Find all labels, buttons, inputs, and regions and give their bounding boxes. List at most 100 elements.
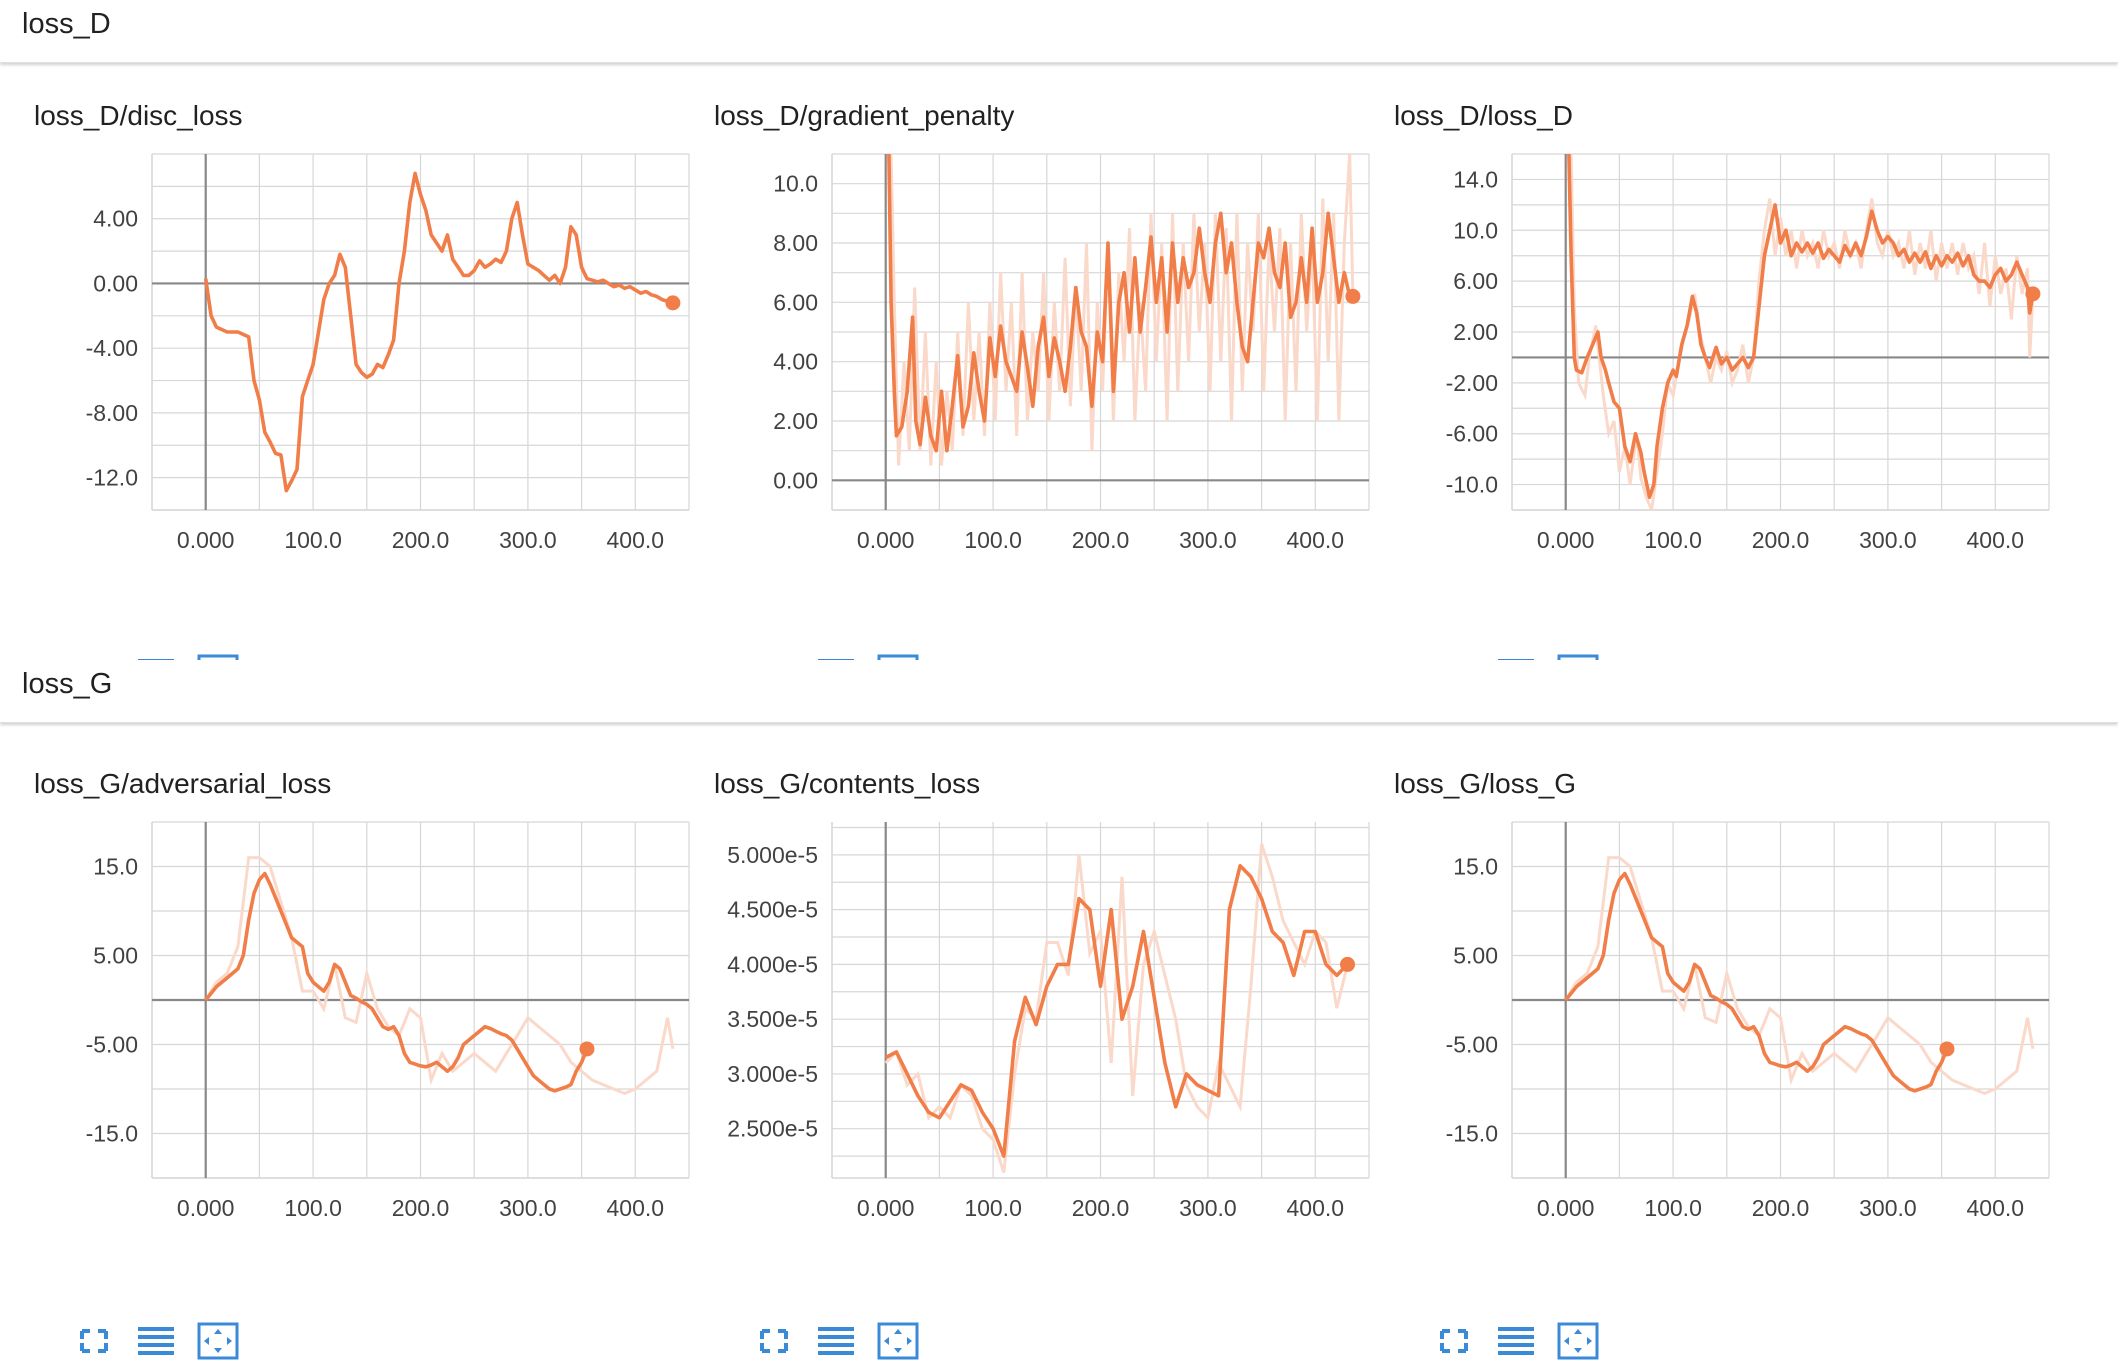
x-tick-label: 100.0 xyxy=(284,1195,342,1221)
last-point-marker xyxy=(1939,1041,1955,1057)
group-title: loss_G xyxy=(22,668,113,700)
raw-series-line xyxy=(884,843,1349,1173)
x-tick-label: 400.0 xyxy=(1967,1195,2025,1221)
line-chart[interactable]: 10.0 8.00 6.00 4.00 2.00 0.00 0.000 100.0 200.0 3… xyxy=(702,140,1402,580)
data-selection-icon[interactable] xyxy=(814,1321,858,1361)
x-tick-label: 400.0 xyxy=(1967,527,2025,553)
y-tick-label: -8.00 xyxy=(86,400,138,426)
y-tick-label: 4.500e-5 xyxy=(727,897,818,923)
last-point-marker xyxy=(665,295,681,311)
x-tick-label: 100.0 xyxy=(964,527,1022,553)
data-selection-icon[interactable] xyxy=(1494,1321,1538,1361)
y-tick-label: -10.0 xyxy=(1446,472,1498,498)
line-chart[interactable]: 15.0 5.00 -5.00 -15.0 0.000 100.0 200.0 300.0 40… xyxy=(1382,808,2082,1248)
x-tick-label: 200.0 xyxy=(1072,1195,1130,1221)
y-tick-label: 0.00 xyxy=(93,270,138,296)
chart-title: loss_G/contents_loss xyxy=(714,768,981,799)
smoothed-series-line xyxy=(1564,871,1949,1093)
y-tick-label: -12.0 xyxy=(86,465,138,491)
group-header-loss-d[interactable]: loss_D xyxy=(0,0,2118,63)
smoothed-series-line xyxy=(204,871,589,1093)
x-tick-label: 200.0 xyxy=(392,1195,450,1221)
last-point-marker xyxy=(1345,288,1361,304)
y-tick-label: 2.00 xyxy=(1453,319,1498,345)
x-tick-label: 300.0 xyxy=(1859,1195,1917,1221)
x-tick-label: 400.0 xyxy=(607,1195,665,1221)
fit-domain-icon[interactable] xyxy=(876,1321,920,1361)
x-tick-label: 200.0 xyxy=(1752,1195,1810,1221)
last-point-marker xyxy=(2025,286,2041,302)
last-point-marker xyxy=(1340,956,1356,972)
chart-card: loss_D/disc_loss 4.00 0.00 -4.00 -8.00 -12.0 0… xyxy=(22,100,690,700)
x-tick-label: 200.0 xyxy=(1072,527,1130,553)
expand-icon[interactable] xyxy=(1432,1321,1476,1361)
last-point-marker xyxy=(579,1041,595,1057)
line-chart[interactable]: 5.000e-5 4.500e-5 4.000e-5 3.500e-5 3.000e-5… xyxy=(702,808,1402,1248)
y-tick-label: 5.000e-5 xyxy=(727,842,818,868)
smoothed-series-line xyxy=(1567,154,2035,500)
x-tick-label: 300.0 xyxy=(1179,527,1237,553)
y-tick-label: 15.0 xyxy=(93,854,138,880)
raw-series-line xyxy=(204,856,675,1096)
x-tick-label: 100.0 xyxy=(284,527,342,553)
chart-card: loss_D/loss_D 14.0 10.0 6.00 2.00 -2.00 -6.00 -… xyxy=(1382,100,2050,700)
x-tick-label: 300.0 xyxy=(499,1195,557,1221)
y-tick-label: 3.500e-5 xyxy=(727,1006,818,1032)
x-tick-label: 100.0 xyxy=(1644,1195,1702,1221)
y-tick-label: 8.00 xyxy=(773,230,818,256)
y-tick-label: 2.500e-5 xyxy=(727,1116,818,1142)
y-tick-label: 4.000e-5 xyxy=(727,951,818,977)
x-tick-label: 200.0 xyxy=(1752,527,1810,553)
x-tick-label: 0.000 xyxy=(857,527,915,553)
smoothed-series-line xyxy=(887,154,1353,453)
line-chart[interactable]: 15.0 5.00 -5.00 -15.0 0.000 100.0 200.0 300.0 40… xyxy=(22,808,722,1248)
x-tick-label: 0.000 xyxy=(177,527,235,553)
chart-card: loss_D/gradient_penalty 10.0 8.00 6.00 4.00 2… xyxy=(702,100,1370,700)
x-tick-label: 0.000 xyxy=(857,1195,915,1221)
y-tick-label: 5.00 xyxy=(1453,943,1498,969)
x-tick-label: 0.000 xyxy=(1537,527,1595,553)
smoothed-series-line xyxy=(203,171,674,493)
y-tick-label: -6.00 xyxy=(1446,421,1498,447)
x-tick-label: 300.0 xyxy=(1179,1195,1237,1221)
y-tick-label: -2.00 xyxy=(1446,370,1498,396)
line-chart[interactable]: 14.0 10.0 6.00 2.00 -2.00 -6.00 -10.0 0.000 100.… xyxy=(1382,140,2082,580)
chart-title: loss_D/loss_D xyxy=(1394,100,1573,131)
chart-title: loss_G/adversarial_loss xyxy=(34,768,332,799)
y-tick-label: 10.0 xyxy=(773,171,818,197)
y-tick-label: 6.00 xyxy=(1453,268,1498,294)
chart-title: loss_D/disc_loss xyxy=(34,100,243,131)
chart-card: loss_G/contents_loss 5.000e-5 4.500e-5 4.00… xyxy=(702,768,1370,1368)
chart-title: loss_D/gradient_penalty xyxy=(714,100,1015,131)
chart-title: loss_G/loss_G xyxy=(1394,768,1577,799)
x-tick-label: 400.0 xyxy=(607,527,665,553)
y-tick-label: 3.000e-5 xyxy=(727,1061,818,1087)
y-tick-label: 5.00 xyxy=(93,943,138,969)
group-header-loss-g[interactable]: loss_G xyxy=(0,660,2118,723)
smoothed-series-line xyxy=(884,864,1349,1158)
data-selection-icon[interactable] xyxy=(134,1321,178,1361)
y-tick-label: -4.00 xyxy=(86,335,138,361)
y-tick-label: -15.0 xyxy=(1446,1121,1498,1147)
x-tick-label: 100.0 xyxy=(964,1195,1022,1221)
y-tick-label: 15.0 xyxy=(1453,854,1498,880)
y-tick-label: 14.0 xyxy=(1453,166,1498,192)
raw-series-line xyxy=(1564,856,2035,1096)
x-tick-label: 100.0 xyxy=(1644,527,1702,553)
chart-card: loss_G/adversarial_loss 15.0 5.00 -5.00 -15.… xyxy=(22,768,690,1368)
y-tick-label: 2.00 xyxy=(773,408,818,434)
x-tick-label: 400.0 xyxy=(1287,1195,1345,1221)
y-tick-label: -5.00 xyxy=(86,1032,138,1058)
x-tick-label: 0.000 xyxy=(1537,1195,1595,1221)
x-tick-label: 200.0 xyxy=(392,527,450,553)
x-tick-label: 300.0 xyxy=(499,527,557,553)
raw-series-line xyxy=(889,154,1355,466)
y-tick-label: 6.00 xyxy=(773,289,818,315)
expand-icon[interactable] xyxy=(752,1321,796,1361)
y-tick-label: 4.00 xyxy=(93,206,138,232)
x-tick-label: 0.000 xyxy=(177,1195,235,1221)
expand-icon[interactable] xyxy=(72,1321,116,1361)
fit-domain-icon[interactable] xyxy=(1556,1321,1600,1361)
line-chart[interactable]: 4.00 0.00 -4.00 -8.00 -12.0 0.000 100.0 200.0 30… xyxy=(22,140,722,580)
fit-domain-icon[interactable] xyxy=(196,1321,240,1361)
